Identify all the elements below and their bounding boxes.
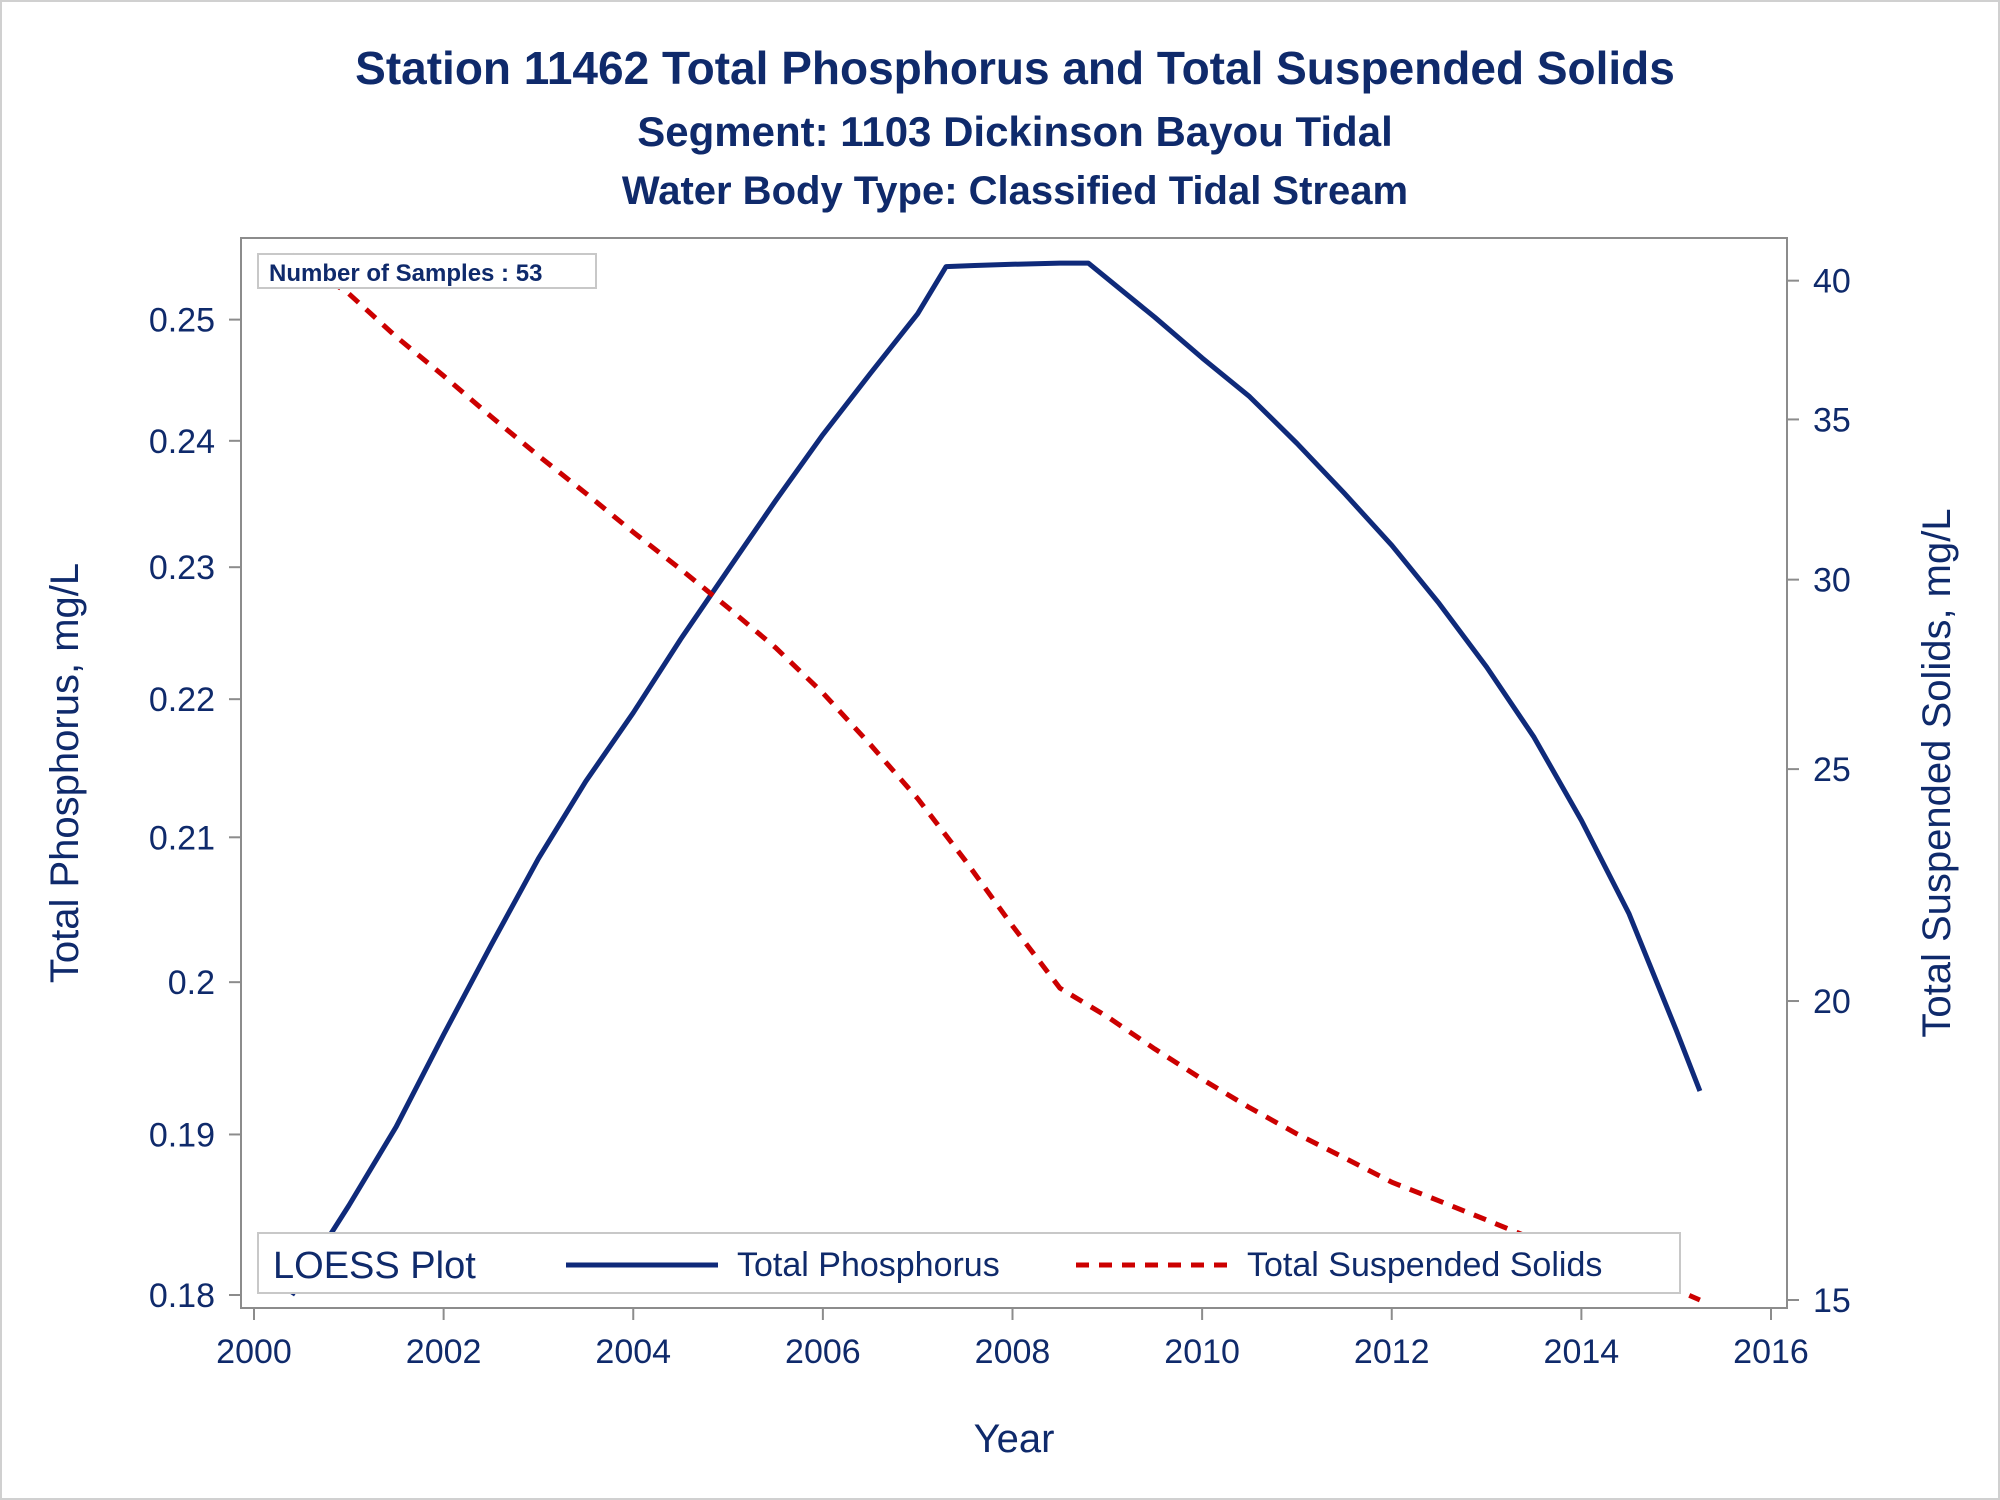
chart-title: Station 11462 Total Phosphorus and Total… bbox=[355, 42, 1675, 94]
series-line-total-suspended-solids bbox=[290, 252, 1701, 1303]
y-left-tick-label: 0.18 bbox=[149, 1277, 215, 1315]
y-right-tick-label: 35 bbox=[1813, 401, 1851, 439]
legend-title: LOESS Plot bbox=[273, 1245, 476, 1287]
legend-box bbox=[257, 1232, 1681, 1294]
y-axis-right-label: Total Suspended Solids, mg/L bbox=[1915, 508, 1959, 1037]
y-axis-right: 15 20 25 30 35 40 bbox=[1787, 263, 1851, 1320]
plot-area bbox=[240, 237, 1788, 1309]
y-right-tick-label: 25 bbox=[1813, 751, 1851, 789]
x-tick-label: 2002 bbox=[406, 1333, 482, 1371]
x-tick-label: 2010 bbox=[1164, 1333, 1240, 1371]
y-left-tick-label: 0.22 bbox=[149, 681, 215, 719]
series-layer bbox=[289, 252, 1703, 1303]
x-tick-label: 2012 bbox=[1354, 1333, 1430, 1371]
y-left-tick-label: 0.24 bbox=[149, 423, 215, 461]
y-axis-left-label: Total Phosphorus, mg/L bbox=[43, 563, 87, 983]
legend-label-total-phosphorus: Total Phosphorus bbox=[737, 1246, 1000, 1284]
x-tick-label: 2000 bbox=[216, 1333, 292, 1371]
y-left-tick-label: 0.25 bbox=[149, 302, 215, 340]
inset-box bbox=[257, 253, 597, 289]
y-right-tick-label: 30 bbox=[1813, 562, 1851, 600]
x-tick-label: 2004 bbox=[595, 1333, 671, 1371]
legend: LOESS Plot Total Phosphorus Total Suspen… bbox=[257, 1232, 1681, 1294]
y-right-tick-label: 20 bbox=[1813, 983, 1851, 1021]
sample-count-inset: Number of Samples : 53 bbox=[257, 253, 597, 289]
x-tick-label: 2006 bbox=[785, 1333, 861, 1371]
x-tick-label: 2008 bbox=[975, 1333, 1051, 1371]
y-left-tick-label: 0.23 bbox=[149, 549, 215, 587]
x-axis: 2000 2002 2004 2006 2008 2010 2012 2014 2016 bbox=[216, 1308, 1809, 1371]
x-axis-label: Year bbox=[974, 1417, 1055, 1461]
series-line-total-phosphorus bbox=[289, 260, 1703, 1297]
y-right-tick-label: 40 bbox=[1813, 263, 1851, 301]
legend-label-total-suspended-solids: Total Suspended Solids bbox=[1247, 1246, 1602, 1284]
chart-subtitle: Segment: 1103 Dickinson Bayou Tidal bbox=[637, 108, 1392, 155]
sample-count-text: Number of Samples : 53 bbox=[269, 260, 542, 287]
y-left-tick-label: 0.2 bbox=[168, 964, 215, 1002]
y-right-tick-label: 15 bbox=[1813, 1282, 1851, 1320]
x-tick-label: 2016 bbox=[1733, 1333, 1809, 1371]
y-left-tick-label: 0.21 bbox=[149, 819, 215, 857]
y-left-tick-label: 0.19 bbox=[149, 1116, 215, 1154]
x-tick-label: 2014 bbox=[1544, 1333, 1620, 1371]
chart-subtitle-2: Water Body Type: Classified Tidal Stream bbox=[622, 169, 1408, 213]
y-axis-left: 0.18 0.19 0.2 0.21 0.22 0.23 0.24 0.25 bbox=[149, 302, 241, 1315]
